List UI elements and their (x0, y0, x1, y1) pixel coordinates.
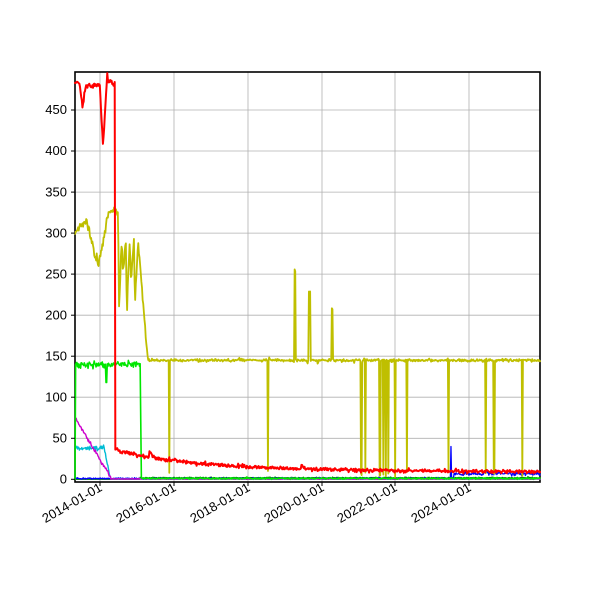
svg-text:2016-01-01: 2016-01-01 (113, 480, 178, 526)
svg-text:450: 450 (45, 102, 67, 117)
svg-text:250: 250 (45, 266, 67, 281)
svg-text:350: 350 (45, 184, 67, 199)
svg-text:2020-01-01: 2020-01-01 (261, 480, 326, 526)
svg-text:100: 100 (45, 389, 67, 404)
svg-text:2018-01-01: 2018-01-01 (187, 480, 252, 526)
svg-text:2014-01-01: 2014-01-01 (39, 480, 104, 526)
svg-text:300: 300 (45, 225, 67, 240)
svg-text:150: 150 (45, 348, 67, 363)
svg-text:50: 50 (53, 431, 67, 446)
svg-text:200: 200 (45, 307, 67, 322)
svg-text:0: 0 (60, 472, 67, 487)
svg-text:2022-01-01: 2022-01-01 (334, 480, 399, 526)
svg-text:2024-01-01: 2024-01-01 (408, 480, 473, 526)
svg-text:400: 400 (45, 143, 67, 158)
